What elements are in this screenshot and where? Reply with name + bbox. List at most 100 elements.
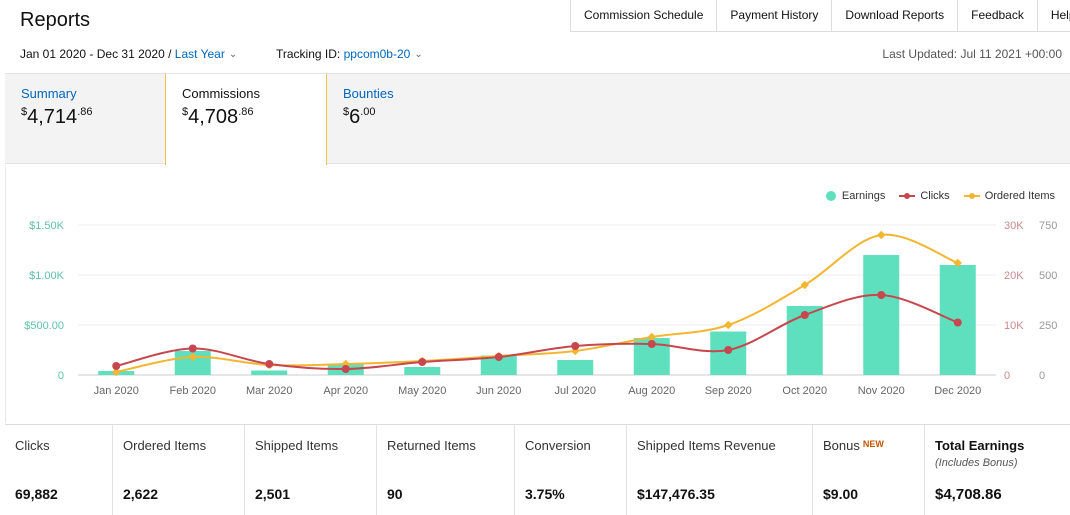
stat-value: 3.75% <box>525 486 565 502</box>
ordered-items-point <box>724 320 733 330</box>
stat-label: Clicks <box>15 438 50 453</box>
stat-label: Conversion <box>525 438 591 453</box>
y-right-clicks-tick-label: 30K <box>1004 220 1024 232</box>
y-left-tick-label: $1.50K <box>29 220 65 232</box>
top-nav: Commission Schedule Payment History Down… <box>570 0 1070 32</box>
earnings-bar <box>404 367 441 375</box>
x-tick-label: May 2020 <box>398 385 446 397</box>
earnings-bar <box>251 370 288 375</box>
date-filter: Jan 01 2020 - Dec 31 2020 / Last Year ⌄ <box>20 47 237 61</box>
new-badge: NEW <box>862 439 884 449</box>
tab-amount: $4,708.86 <box>182 106 310 129</box>
stats-bar: Clicks 69,882 Ordered Items 2,622 Shippe… <box>5 424 1070 515</box>
amount-whole: 4,708 <box>188 106 239 128</box>
clicks-swatch <box>899 191 916 201</box>
stat-value: $4,708.86 <box>935 486 1002 503</box>
stat-label: Shipped Items Revenue <box>637 438 776 453</box>
ordered-items-point <box>647 332 656 342</box>
legend-clicks[interactable]: Clicks <box>899 190 950 202</box>
period-label: Last Year <box>174 47 225 61</box>
earnings-bar <box>480 355 517 375</box>
y-right-ordered-tick-label: 500 <box>1039 270 1057 282</box>
tracking-id-dropdown[interactable]: ppcom0b-20 ⌄ <box>344 47 423 61</box>
stat-label: Ordered Items <box>123 438 207 453</box>
legend-ordered-items[interactable]: Ordered Items <box>963 190 1055 202</box>
period-dropdown[interactable]: Last Year ⌄ <box>175 47 237 61</box>
currency-symbol: $ <box>343 106 350 118</box>
tracking-filter: Tracking ID: ppcom0b-20 ⌄ <box>276 47 423 61</box>
earnings-bar <box>557 360 594 375</box>
tab-label: Commissions <box>182 86 261 101</box>
nav-payment-history[interactable]: Payment History <box>716 0 831 32</box>
stat-label: Shipped Items <box>255 438 339 453</box>
tab-amount: $4,714.86 <box>21 106 149 129</box>
nav-commission-schedule[interactable]: Commission Schedule <box>570 0 716 32</box>
tracking-id-label: Tracking ID: <box>276 47 341 61</box>
legend-clicks-label: Clicks <box>920 190 950 202</box>
clicks-point <box>265 360 274 368</box>
amount-cents: .86 <box>77 106 93 118</box>
stat-value: 2,501 <box>255 486 291 502</box>
nav-feedback[interactable]: Feedback <box>957 0 1037 32</box>
x-tick-label: Apr 2020 <box>323 385 368 397</box>
clicks-point <box>953 318 962 327</box>
clicks-point <box>188 344 197 353</box>
chevron-down-icon: ⌄ <box>414 49 423 60</box>
clicks-point <box>571 342 580 350</box>
tab-commissions[interactable]: Commissions $4,708.86 <box>165 74 327 181</box>
clicks-point <box>494 353 503 361</box>
x-tick-label: Jul 2020 <box>554 385 596 397</box>
report-tabs: Summary $4,714.86 Commissions $4,708.86 … <box>5 73 1070 181</box>
amount-whole: 6 <box>349 106 361 128</box>
y-right-ordered-tick-label: 750 <box>1039 220 1057 232</box>
amount-whole: 4,714 <box>27 106 78 128</box>
earnings-chart: 0 0 0 $500.00 10K 250 $1.00K 20K 500 $1.50K 30K 750… <box>5 165 1070 423</box>
y-right-clicks-tick-label: 10K <box>1004 320 1024 332</box>
legend-earnings[interactable]: Earnings <box>825 190 886 202</box>
clicks-line <box>116 293 959 371</box>
stat-note: (Includes Bonus) <box>935 457 1018 469</box>
clicks-point <box>647 340 656 348</box>
stat-label: Bonus NEW <box>823 438 914 453</box>
x-tick-label: Sep 2020 <box>705 385 752 397</box>
last-updated: Last Updated: Jul 11 2021 +00:00 <box>882 47 1062 61</box>
nav-download-reports[interactable]: Download Reports <box>831 0 957 32</box>
tracking-id-value: ppcom0b-20 <box>343 47 411 61</box>
clicks-point <box>341 365 350 373</box>
clicks-point <box>112 362 121 370</box>
x-tick-label: Oct 2020 <box>782 385 827 397</box>
tab-bounties[interactable]: Bounties $6.00 <box>327 74 487 165</box>
stat-conversion: Conversion 3.75% <box>515 425 627 515</box>
ordered-items-point <box>188 352 197 362</box>
tab-summary[interactable]: Summary $4,714.86 <box>5 74 165 165</box>
bonus-label: Bonus <box>823 438 860 453</box>
ordered-items-point <box>953 258 962 268</box>
x-tick-label: Nov 2020 <box>858 385 905 397</box>
x-tick-label: Dec 2020 <box>934 385 981 397</box>
chart-legend: Earnings Clicks Ordered Items <box>812 190 1055 202</box>
nav-help[interactable]: Help <box>1036 0 1070 32</box>
clicks-point <box>877 291 886 299</box>
tab-label: Bounties <box>343 86 394 101</box>
ordered-items-point <box>877 230 886 240</box>
chevron-down-icon: ⌄ <box>228 49 238 60</box>
stat-shipped-revenue: Shipped Items Revenue $147,476.35 <box>627 425 813 515</box>
date-range-text: Jan 01 2020 - Dec 31 2020 / <box>20 47 172 61</box>
clicks-point <box>800 311 809 319</box>
stat-value: 90 <box>387 486 403 502</box>
stat-value: 2,622 <box>123 486 159 502</box>
y-right-ordered-tick-label: 0 <box>1039 370 1045 382</box>
x-tick-label: Feb 2020 <box>170 385 216 397</box>
stat-ordered-items: Ordered Items 2,622 <box>113 425 245 515</box>
currency-symbol: $ <box>182 106 189 118</box>
x-tick-label: Mar 2020 <box>246 385 292 397</box>
ordered-items-swatch <box>963 191 980 201</box>
earnings-bar <box>863 255 900 375</box>
amount-cents: .86 <box>238 106 254 118</box>
legend-earnings-label: Earnings <box>841 190 886 202</box>
ordered-items-point <box>800 280 809 290</box>
stat-returned-items: Returned Items 90 <box>377 425 515 515</box>
earnings-swatch <box>825 191 836 201</box>
y-left-tick-label: $500.00 <box>24 320 64 332</box>
